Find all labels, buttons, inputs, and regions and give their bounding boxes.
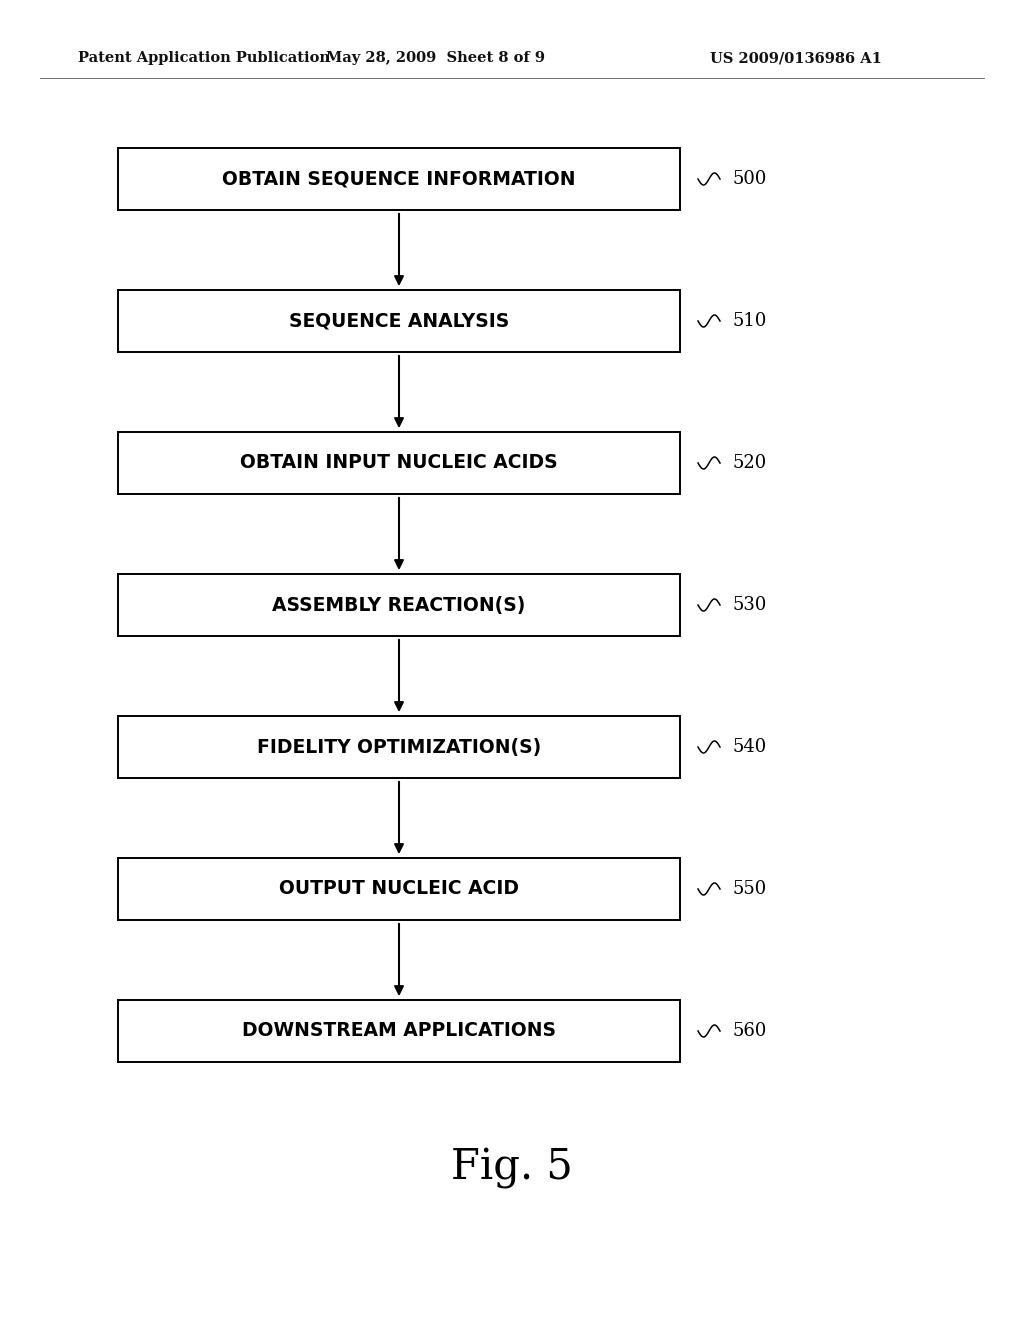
Text: Patent Application Publication: Patent Application Publication [78, 51, 330, 65]
Text: 500: 500 [732, 170, 766, 187]
Bar [118, 858, 680, 920]
Bar [118, 148, 680, 210]
Text: 520: 520 [732, 454, 766, 473]
Bar [118, 1001, 680, 1063]
Text: ASSEMBLY REACTION(S): ASSEMBLY REACTION(S) [272, 595, 525, 615]
Text: 530: 530 [732, 597, 766, 614]
Bar [118, 432, 680, 494]
Text: FIDELITY OPTIMIZATION(S): FIDELITY OPTIMIZATION(S) [257, 738, 541, 756]
Text: 550: 550 [732, 880, 766, 898]
Bar [118, 715, 680, 777]
Text: OUTPUT NUCLEIC ACID: OUTPUT NUCLEIC ACID [279, 879, 519, 899]
Text: 510: 510 [732, 312, 766, 330]
Text: May 28, 2009  Sheet 8 of 9: May 28, 2009 Sheet 8 of 9 [326, 51, 545, 65]
Text: SEQUENCE ANALYSIS: SEQUENCE ANALYSIS [289, 312, 509, 330]
Text: OBTAIN SEQUENCE INFORMATION: OBTAIN SEQUENCE INFORMATION [222, 169, 575, 189]
Text: Fig. 5: Fig. 5 [451, 1147, 573, 1189]
Text: US 2009/0136986 A1: US 2009/0136986 A1 [710, 51, 882, 65]
Text: 560: 560 [732, 1022, 766, 1040]
Bar [118, 574, 680, 636]
Text: DOWNSTREAM APPLICATIONS: DOWNSTREAM APPLICATIONS [242, 1022, 556, 1040]
Text: 540: 540 [732, 738, 766, 756]
Text: OBTAIN INPUT NUCLEIC ACIDS: OBTAIN INPUT NUCLEIC ACIDS [241, 454, 558, 473]
Bar [118, 290, 680, 352]
